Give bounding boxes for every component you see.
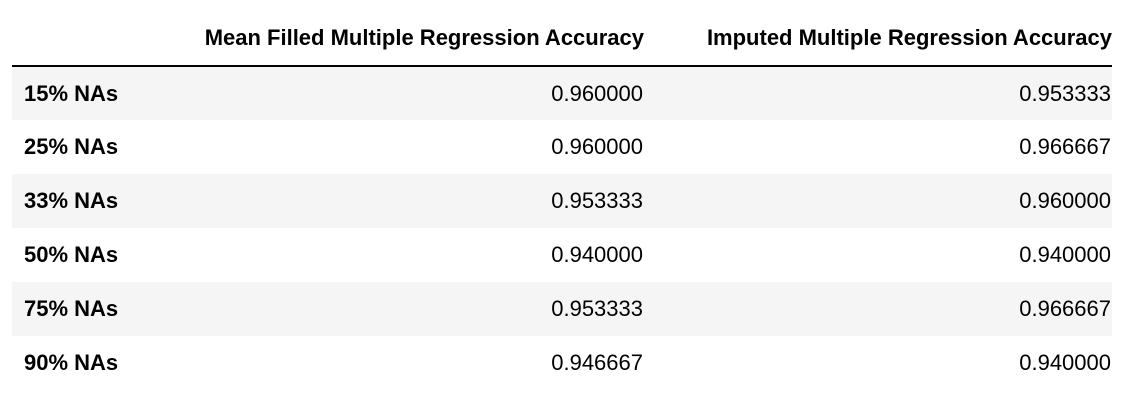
- results-table: Mean Filled Multiple Regression Accuracy…: [12, 10, 1112, 390]
- index-header: [12, 10, 148, 66]
- dataframe-output: Mean Filled Multiple Regression Accuracy…: [12, 10, 1112, 390]
- cell-mean-filled: 0.953333: [148, 282, 644, 336]
- cell-imputed: 0.966667: [644, 120, 1112, 174]
- row-label: 33% NAs: [12, 174, 148, 228]
- cell-imputed: 0.960000: [644, 174, 1112, 228]
- table-row: 25% NAs 0.960000 0.966667: [12, 120, 1112, 174]
- row-label: 90% NAs: [12, 336, 148, 390]
- row-label: 15% NAs: [12, 66, 148, 120]
- column-header-imputed: Imputed Multiple Regression Accuracy: [644, 10, 1112, 66]
- cell-mean-filled: 0.940000: [148, 228, 644, 282]
- cell-imputed: 0.940000: [644, 228, 1112, 282]
- cell-imputed: 0.966667: [644, 282, 1112, 336]
- table-row: 15% NAs 0.960000 0.953333: [12, 66, 1112, 120]
- row-label: 75% NAs: [12, 282, 148, 336]
- cell-imputed: 0.953333: [644, 66, 1112, 120]
- table-row: 75% NAs 0.953333 0.966667: [12, 282, 1112, 336]
- cell-imputed: 0.940000: [644, 336, 1112, 390]
- table-body: 15% NAs 0.960000 0.953333 25% NAs 0.9600…: [12, 66, 1112, 390]
- row-label: 50% NAs: [12, 228, 148, 282]
- table-row: 33% NAs 0.953333 0.960000: [12, 174, 1112, 228]
- table-row: 90% NAs 0.946667 0.940000: [12, 336, 1112, 390]
- row-label: 25% NAs: [12, 120, 148, 174]
- table-row: 50% NAs 0.940000 0.940000: [12, 228, 1112, 282]
- cell-mean-filled: 0.946667: [148, 336, 644, 390]
- column-header-mean-filled: Mean Filled Multiple Regression Accuracy: [148, 10, 644, 66]
- table-header: Mean Filled Multiple Regression Accuracy…: [12, 10, 1112, 66]
- cell-mean-filled: 0.960000: [148, 66, 644, 120]
- header-row: Mean Filled Multiple Regression Accuracy…: [12, 10, 1112, 66]
- cell-mean-filled: 0.953333: [148, 174, 644, 228]
- cell-mean-filled: 0.960000: [148, 120, 644, 174]
